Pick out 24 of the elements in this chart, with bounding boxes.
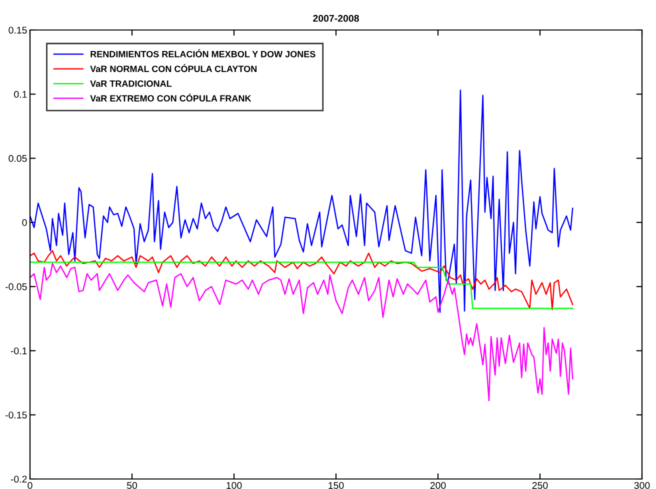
y-tick-label: -0.2	[10, 476, 27, 483]
x-tick-label: 150	[328, 482, 344, 489]
y-tick-label: 0.15	[8, 26, 27, 34]
line-series	[30, 250, 574, 310]
y-tick-label: -0.1	[10, 347, 27, 354]
x-tick-label: 0	[28, 482, 32, 489]
line-series	[30, 90, 574, 313]
legend-label: VaR TRADICIONAL	[90, 80, 172, 87]
y-tick-label: -0.15	[5, 412, 27, 418]
x-tick-label: 250	[532, 482, 548, 489]
legend-label: RENDIMIENTOS RELACIÓN MEXBOL Y DOW JONES	[90, 49, 316, 58]
y-tick-label: 0.05	[8, 155, 27, 162]
y-tick-label: -0.05	[5, 283, 27, 290]
y-tick-label: 0.1	[14, 90, 27, 98]
x-tick-label: 200	[430, 482, 446, 489]
x-tick-label: 50	[126, 482, 138, 489]
chart-title: 2007-2008	[313, 14, 359, 22]
x-tick-label: 300	[634, 482, 650, 489]
x-tick-label: 100	[226, 482, 242, 489]
legend-label: VaR NORMAL CON CÓPULA CLAYTON	[90, 64, 257, 72]
line-series	[30, 262, 574, 402]
line-series	[30, 262, 574, 310]
legend-label: VaR EXTREMO CON CÓPULA FRANK	[90, 93, 252, 102]
y-tick-label: 0	[22, 219, 27, 226]
